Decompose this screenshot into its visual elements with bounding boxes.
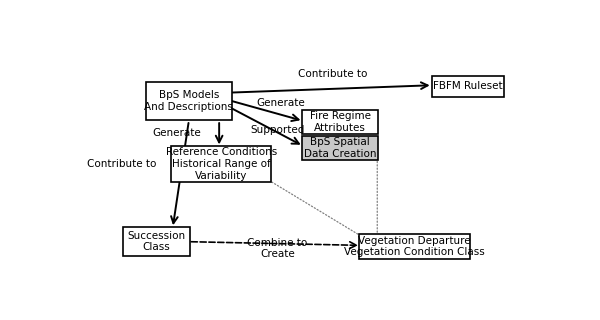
Text: Generate: Generate <box>152 128 201 138</box>
Text: Supported: Supported <box>250 125 304 135</box>
FancyBboxPatch shape <box>146 82 232 120</box>
Text: BpS Models
And Descriptions: BpS Models And Descriptions <box>145 91 233 112</box>
Text: Vegetation Departure
Vegetation Condition Class: Vegetation Departure Vegetation Conditio… <box>344 236 485 257</box>
FancyBboxPatch shape <box>359 234 470 259</box>
Text: Contribute to: Contribute to <box>298 69 368 79</box>
FancyBboxPatch shape <box>432 76 504 97</box>
Text: Generate: Generate <box>257 98 305 108</box>
Text: BpS Spatial
Data Creation: BpS Spatial Data Creation <box>304 137 376 159</box>
FancyBboxPatch shape <box>172 146 271 182</box>
Text: Reference Conditions
Historical Range of
Variability: Reference Conditions Historical Range of… <box>166 148 277 181</box>
FancyBboxPatch shape <box>302 136 379 160</box>
Text: Fire Regime
Attributes: Fire Regime Attributes <box>310 111 371 133</box>
FancyBboxPatch shape <box>122 227 190 256</box>
Text: Contribute to: Contribute to <box>87 159 156 169</box>
FancyBboxPatch shape <box>302 110 379 134</box>
Text: Succession
Class: Succession Class <box>127 231 185 252</box>
Text: FBFM Ruleset: FBFM Ruleset <box>433 82 503 92</box>
Text: Combine to
Create: Combine to Create <box>247 237 307 259</box>
